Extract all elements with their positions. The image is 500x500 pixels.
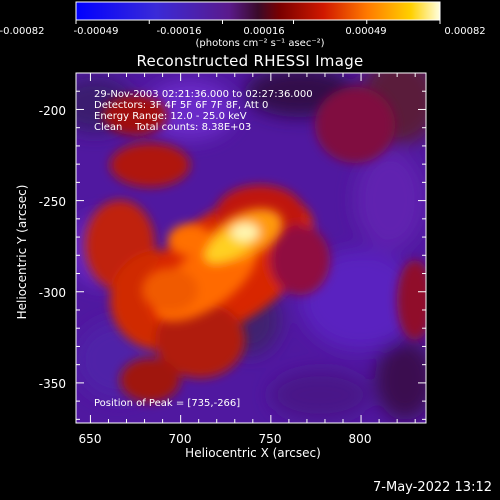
y-axis-label: Heliocentric Y (arcsec): [15, 184, 29, 320]
colorbar-tick-label: -0.00016: [156, 26, 202, 37]
x-tick-label: 700: [168, 432, 192, 446]
colorbar: [75, 1, 441, 24]
colorbar-tick-label: 0.00082: [444, 26, 486, 37]
annotation-energy-range: Energy Range: 12.0 - 25.0 keV: [94, 111, 247, 122]
y-tick-label: -250: [38, 195, 66, 209]
colorbar-units-label: (photons cm⁻² s⁻¹ asec⁻²): [195, 38, 325, 49]
x-tick-label: 650: [78, 432, 102, 446]
colorbar-tick-label: 0.00016: [243, 26, 285, 37]
colorbar-tick-label: -0.00082: [0, 26, 45, 37]
annotation-method-counts: Clean Total counts: 8.38E+03: [94, 122, 252, 133]
x-tick-label: 800: [348, 432, 372, 446]
colorbar-tick-label: -0.00049: [73, 26, 119, 37]
x-axis-label: Heliocentric X (arcsec): [185, 446, 321, 460]
annotation-time-range: 29-Nov-2003 02:21:36.000 to 02:27:36.000: [94, 89, 313, 100]
plot-frame: [75, 72, 427, 424]
y-tick-label: -300: [38, 286, 66, 300]
colorbar-gradient: [75, 1, 441, 21]
image-raster: [76, 73, 426, 423]
colorbar-tick-label: 0.00049: [345, 26, 387, 37]
annotation-peak-position: Position of Peak = [735,-266]: [94, 398, 241, 409]
y-tick-label: -200: [38, 104, 66, 118]
plot-title: Reconstructed RHESSI Image: [136, 52, 364, 70]
footer-date: 7-May-2022 13:12: [373, 480, 492, 495]
axis-ticks: [76, 72, 426, 423]
x-tick-label: 750: [258, 432, 282, 446]
y-tick-label: -350: [38, 377, 66, 391]
annotation-detectors: Detectors: 3F 4F 5F 6F 7F 8F, Att 0: [94, 100, 269, 111]
